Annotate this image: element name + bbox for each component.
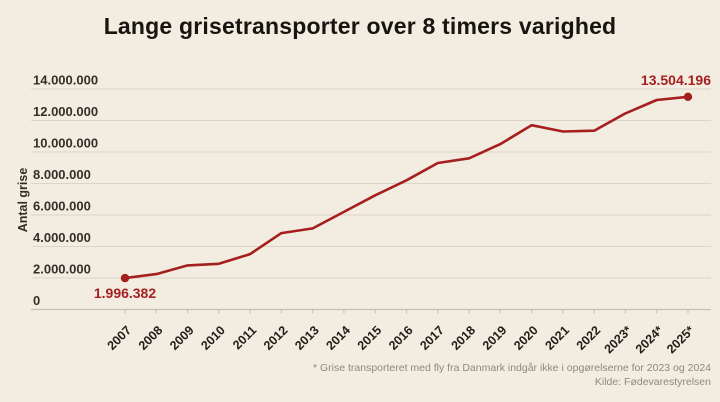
x-tick-label: 2020 — [511, 323, 541, 353]
y-tick-label: 10.000.000 — [33, 136, 98, 151]
x-tick-label: 2019 — [480, 323, 510, 353]
y-tick-label: 14.000.000 — [33, 73, 98, 88]
footnote: * Grise transporteret med fly fra Danmar… — [312, 362, 711, 374]
x-tick-label: 2017 — [417, 323, 447, 353]
x-tick-label: 2010 — [198, 323, 228, 353]
y-tick-label: 8.000.000 — [33, 167, 91, 182]
x-tick-label: 2023* — [602, 323, 635, 356]
x-tick-label: 2021 — [542, 323, 572, 353]
x-tick-label: 2014 — [323, 323, 353, 353]
y-tick-label: 2.000.000 — [33, 262, 91, 277]
y-tick-label: 0 — [33, 293, 40, 308]
x-tick-label: 2025* — [664, 323, 697, 356]
y-tick-label: 12.000.000 — [33, 104, 98, 119]
x-tick-label: 2009 — [167, 323, 197, 353]
last-point-marker — [683, 92, 693, 102]
x-tick-label: 2018 — [449, 323, 479, 353]
chart-title: Lange grisetransporter over 8 timers var… — [103, 13, 617, 39]
x-tick-label: 2008 — [136, 323, 166, 353]
y-tick-label: 6.000.000 — [33, 199, 91, 214]
y-axis-title: Antal grise — [16, 167, 30, 233]
x-tick-label: 2022 — [574, 323, 604, 353]
first-point-marker — [120, 273, 130, 283]
x-tick-label: 2007 — [105, 323, 135, 353]
first-point-value-label: 1.996.382 — [93, 285, 157, 301]
x-tick-label: 2013 — [292, 323, 322, 353]
last-point-value-label: 13.504.196 — [640, 72, 711, 88]
x-tick-label: 2011 — [230, 323, 259, 352]
source-credit: Kilde: Fødevarestyrelsen — [594, 376, 711, 388]
x-tick-label: 2015 — [355, 323, 385, 353]
y-tick-label: 4.000.000 — [33, 230, 91, 245]
x-tick-label: 2016 — [386, 323, 416, 353]
trend-line — [123, 95, 690, 280]
x-tick-label: 2024* — [633, 323, 666, 356]
x-tick-label: 2012 — [261, 323, 291, 353]
